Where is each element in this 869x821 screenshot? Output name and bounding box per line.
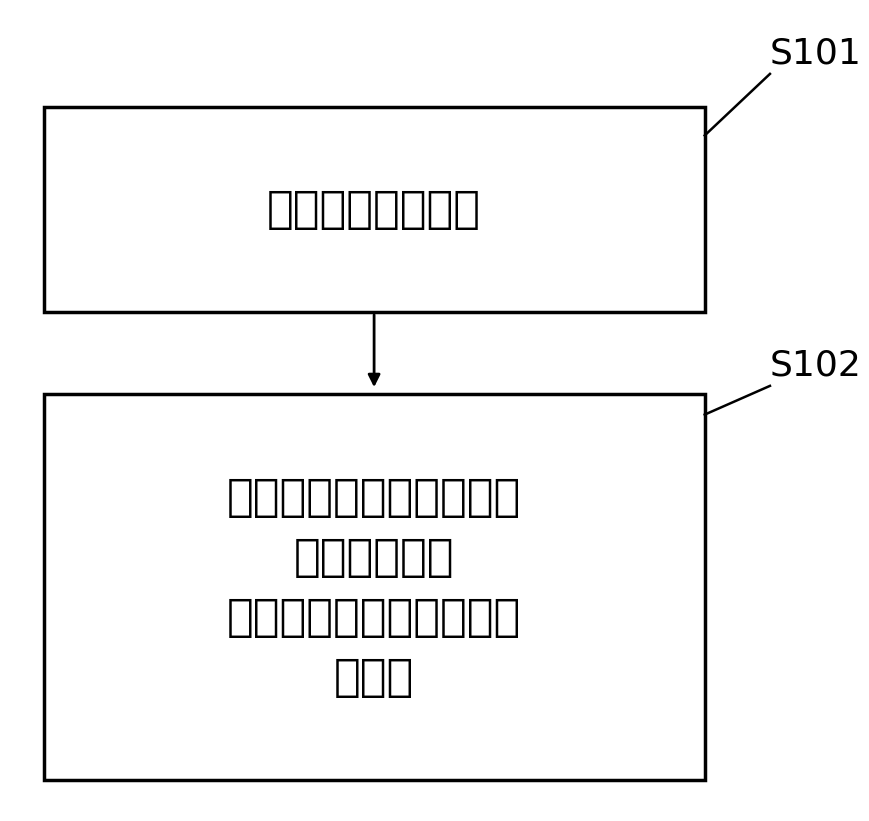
FancyBboxPatch shape: [43, 394, 704, 780]
Text: 调用预先建立的预测模型
，根据历史电
力数据计算出电力负荷预
测数据: 调用预先建立的预测模型 ，根据历史电 力数据计算出电力负荷预 测数据: [227, 475, 521, 699]
Text: S101: S101: [769, 36, 861, 71]
Text: 获取历史电力数据: 获取历史电力数据: [267, 188, 481, 231]
FancyBboxPatch shape: [43, 107, 704, 312]
Text: S102: S102: [769, 348, 861, 383]
